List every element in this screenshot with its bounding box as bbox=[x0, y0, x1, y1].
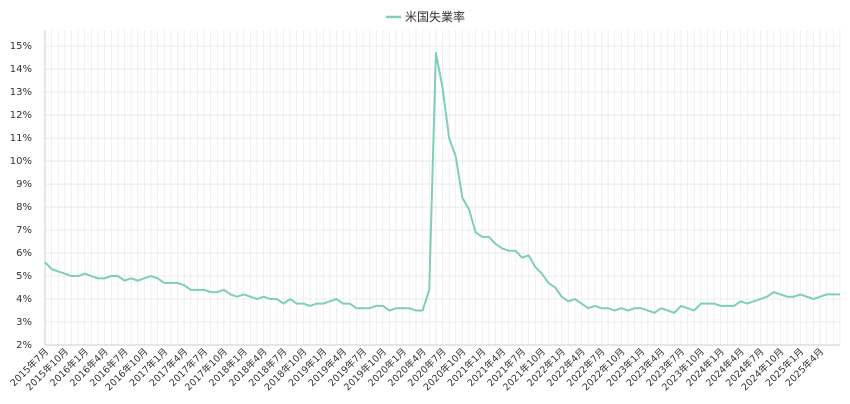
y-tick-label: 6% bbox=[16, 248, 32, 259]
y-tick-label: 9% bbox=[16, 179, 32, 190]
y-tick-label: 7% bbox=[16, 225, 32, 236]
y-tick-label: 3% bbox=[16, 317, 32, 328]
series-line bbox=[44, 51, 840, 314]
y-tick-label: 4% bbox=[16, 294, 32, 305]
series-layer bbox=[44, 51, 840, 314]
legend-label: 米国失業率 bbox=[405, 9, 465, 24]
y-tick-label: 15% bbox=[10, 41, 32, 52]
y-tick-label: 14% bbox=[10, 64, 32, 75]
y-tick-label: 12% bbox=[10, 110, 32, 121]
y-tick-label: 11% bbox=[10, 133, 32, 144]
grid bbox=[44, 30, 841, 346]
y-tick-label: 13% bbox=[10, 87, 32, 98]
y-tick-label: 8% bbox=[16, 202, 32, 213]
y-tick-label: 10% bbox=[10, 156, 32, 167]
legend[interactable]: 米国失業率 bbox=[386, 9, 465, 24]
axes: 2%3%4%5%6%7%8%9%10%11%12%13%14%15%2015年7… bbox=[8, 30, 840, 393]
y-tick-label: 5% bbox=[16, 271, 32, 282]
y-tick-label: 2% bbox=[16, 340, 32, 351]
